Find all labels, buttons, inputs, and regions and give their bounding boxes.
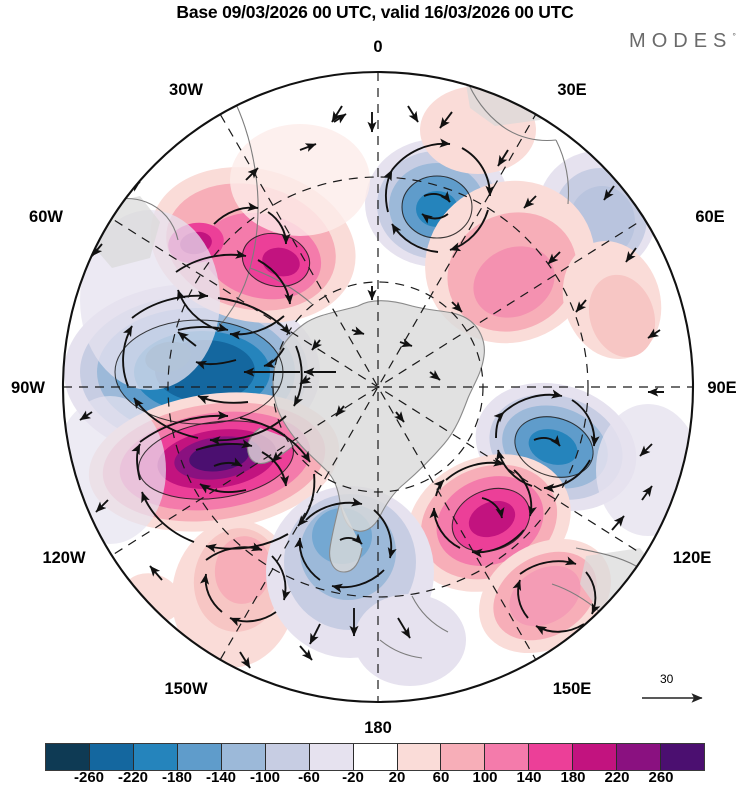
modes-logo-text: MODES [629, 30, 733, 52]
lon-label-0: 0 [373, 38, 382, 56]
map-outer-circle [61, 70, 695, 704]
colorbar-tick-5: -60 [298, 769, 320, 786]
colorbar[interactable] [45, 743, 705, 771]
graticule [63, 72, 693, 702]
wind-vector-scale-label: 30 [660, 672, 674, 686]
colorbar-swatch-2[interactable] [133, 744, 178, 770]
wind-vectors [79, 105, 664, 669]
colorbar-tick-10: 140 [516, 769, 542, 786]
wind-vector-scale: 30 [640, 672, 730, 712]
colorbar-swatch-13[interactable] [617, 744, 662, 770]
lon-label-180: 180 [364, 719, 392, 737]
colorbar-tick-6: -20 [342, 769, 364, 786]
colorbar-tick-12: 220 [604, 769, 630, 786]
colorbar-tick-3: -140 [205, 769, 237, 786]
lon-label-30e: 30E [557, 81, 586, 99]
lon-label-90e: 90E [707, 379, 736, 397]
colorbar-tick-2: -180 [161, 769, 193, 786]
anomaly-high-120e [407, 454, 571, 592]
colorbar-tick-1: -220 [117, 769, 149, 786]
colorbar-swatch-11[interactable] [529, 744, 574, 770]
colorbar-tick-8: 60 [432, 769, 450, 786]
colorbar-swatch-3[interactable] [177, 744, 222, 770]
colorbar-tick-9: 100 [472, 769, 498, 786]
lon-label-60e: 60E [695, 208, 724, 226]
colorbar-tick-7: 20 [388, 769, 406, 786]
modes-logo: MODES° [629, 30, 736, 53]
colorbar-tick-4: -100 [249, 769, 281, 786]
lon-label-120e: 120E [673, 549, 712, 567]
longitude-labels: 0 30E 60E 90E 120E 150E 180 150W 120W 90… [11, 38, 737, 737]
map-field [63, 72, 693, 702]
colorbar-swatch-6[interactable] [309, 744, 354, 770]
page-title: Base 09/03/2026 00 UTC, valid 16/03/2026… [176, 2, 574, 22]
colorbar-swatch-10[interactable] [485, 744, 530, 770]
colorbar-swatch-0[interactable] [46, 744, 90, 770]
colorbar-tick-13: 260 [648, 769, 674, 786]
colorbar-swatch-7[interactable] [353, 744, 398, 770]
colorbar-tick-11: 180 [560, 769, 586, 786]
colorbar-swatch-5[interactable] [265, 744, 310, 770]
modes-logo-mark: ° [732, 31, 736, 42]
anomaly-high-150e [479, 538, 611, 654]
colorbar-swatch-4[interactable] [221, 744, 266, 770]
colorbar-tick-0: -260 [73, 769, 105, 786]
lon-label-150w: 150W [164, 680, 208, 698]
lon-label-60w: 60W [29, 208, 63, 226]
lon-label-120w: 120W [42, 549, 86, 567]
lon-label-30w: 30W [169, 81, 203, 99]
wind-vector-scale-arrow [642, 693, 703, 703]
lon-label-90w: 90W [11, 379, 45, 397]
antarctica-landmass [247, 300, 485, 573]
colorbar-swatch-12[interactable] [573, 744, 618, 770]
colorbar-ticks: -260 -220 -180 -140 -100 -60 -20 20 60 100 140 180 2… [45, 769, 705, 789]
colorbar-swatch-14[interactable] [661, 744, 705, 770]
lon-label-150e: 150E [553, 680, 592, 698]
colorbar-swatch-9[interactable] [441, 744, 486, 770]
colorbar-swatch-8[interactable] [397, 744, 442, 770]
colorbar-swatch-1[interactable] [89, 744, 134, 770]
polar-map: 0 30E 60E 90E 120E 150E 180 150W 120W 90… [11, 38, 737, 737]
